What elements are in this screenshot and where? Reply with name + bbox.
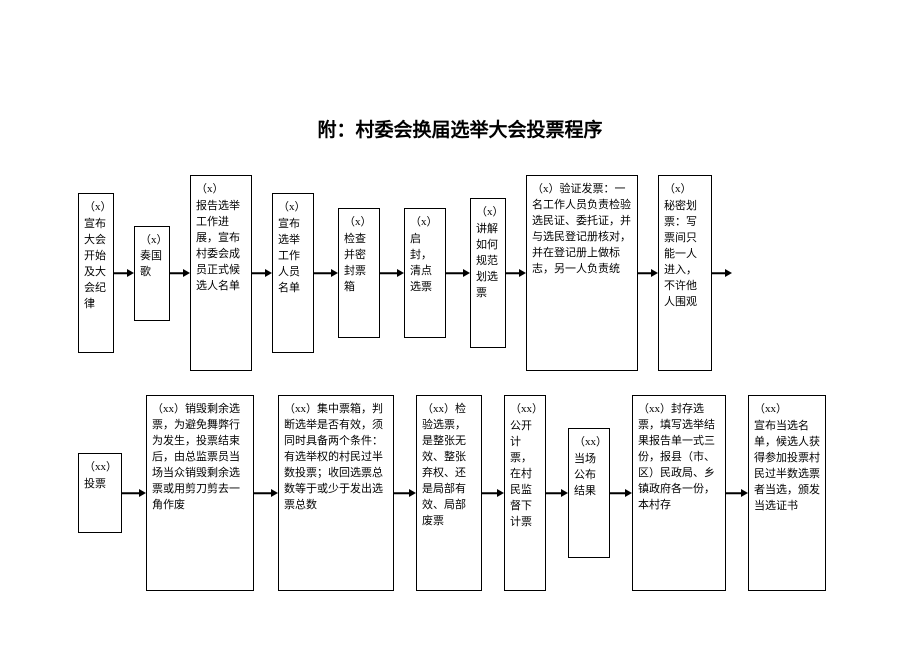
node-15: （xx） 当场公布结果 (568, 428, 610, 558)
node-text: 奏国歌 (140, 249, 164, 281)
node-10: （xx） 投票 (78, 453, 122, 533)
node-4: （x） 宣布选举工作人员名单 (272, 193, 314, 353)
node-text: 启封，清点选票 (410, 232, 440, 296)
arrow (546, 492, 568, 494)
arrow (726, 492, 748, 494)
node-num: （xx） (510, 402, 540, 418)
node-num: （xx） (574, 435, 604, 451)
node-text: 讲解如何规范划选票 (476, 222, 500, 302)
arrow (254, 492, 278, 494)
node-text: 宣布当选名单，候选人获得参加投票村民过半数选票者当选，颁发当选证书 (754, 419, 820, 515)
node-2: （x） 奏国歌 (134, 226, 170, 321)
node-num: （x） (410, 215, 440, 231)
node-text: 报告选举工作进展，宣布村委会成员正式候选人名单 (196, 199, 246, 295)
arrow (114, 272, 134, 274)
node-text: 公开计票，在村民监督下计票 (510, 419, 540, 531)
node-17: （xx） 宣布当选名单，候选人获得参加投票村民过半数选票者当选，颁发当选证书 (748, 395, 826, 591)
arrow (446, 272, 470, 274)
arrow (610, 492, 632, 494)
node-text: 宣布选举工作人员名单 (278, 217, 308, 297)
node-11: （xx）销毁剩余选票，为避免舞弊行为发生，投票结束后，由总监票员当场当众销毁剩余… (146, 395, 254, 591)
node-num: （x） (344, 215, 374, 231)
arrow (506, 272, 526, 274)
arrow (170, 272, 190, 274)
arrow (638, 272, 658, 274)
node-12: （xx）集中票箱，判断选举是否有效，须同时具备两个条件：有选举权的村民过半数投票… (278, 395, 394, 591)
node-num: （xx）检验选票，是整张无效、整张弃权、还是局部有效、局部废票 (422, 402, 476, 530)
node-text: 秘密划票：写票间只能一人进入，不许他人围观 (664, 199, 706, 311)
arrow (380, 272, 404, 274)
node-num: （x） (664, 182, 706, 198)
node-9: （x） 秘密划票：写票间只能一人进入，不许他人围观 (658, 175, 712, 371)
node-6: （x） 启封，清点选票 (404, 208, 446, 338)
node-5: （x） 检查并密封票箱 (338, 208, 380, 338)
arrow (482, 492, 504, 494)
node-text: 当场公布结果 (574, 452, 604, 500)
diagram-title: 附：村委会换届选举大会投票程序 (0, 115, 920, 142)
node-1: （x） 宣布大会开始及大会纪律 (78, 193, 114, 353)
node-3: （x） 报告选举工作进展，宣布村委会成员正式候选人名单 (190, 175, 252, 371)
arrow (252, 272, 272, 274)
node-14: （xx） 公开计票，在村民监督下计票 (504, 395, 546, 591)
flow-row-2: （xx） 投票 （xx）销毁剩余选票，为避免舞弊行为发生，投票结束后，由总监票员… (78, 395, 826, 591)
node-num: （xx）销毁剩余选票，为避免舞弊行为发生，投票结束后，由总监票员当场当众销毁剩余… (152, 402, 248, 514)
node-text: 宣布大会开始及大会纪律 (84, 217, 108, 313)
arrow (122, 492, 146, 494)
node-num: （x） (84, 200, 108, 216)
arrow (394, 492, 416, 494)
arrow-trailing (712, 272, 732, 274)
node-num: （xx） (84, 460, 116, 476)
node-num: （x） (278, 200, 308, 216)
node-num: （x） (476, 205, 500, 221)
node-num: （x） (140, 233, 164, 249)
node-7: （x） 讲解如何规范划选票 (470, 198, 506, 348)
node-13: （xx）检验选票，是整张无效、整张弃权、还是局部有效、局部废票 (416, 395, 482, 591)
node-num: （xx）集中票箱，判断选举是否有效，须同时具备两个条件：有选举权的村民过半数投票… (284, 402, 388, 514)
node-text: 检查并密封票箱 (344, 232, 374, 296)
arrow (314, 272, 338, 274)
node-num: （xx）封存选票，填写选举结果报告单一式三份，报县（市、区）民政局、乡镇政府各一… (638, 402, 720, 514)
flow-row-1: （x） 宣布大会开始及大会纪律 （x） 奏国歌 （x） 报告选举工作进展，宣布村… (78, 175, 732, 371)
node-8: （x）验证发票：一名工作人员负责检验选民证、委托证，并与选民登记册核对，并在登记… (526, 175, 638, 371)
node-text: 投票 (84, 477, 116, 493)
node-num: （x）验证发票：一名工作人员负责检验选民证、委托证，并与选民登记册核对，并在登记… (532, 182, 632, 278)
node-num: （x） (196, 182, 246, 198)
node-16: （xx）封存选票，填写选举结果报告单一式三份，报县（市、区）民政局、乡镇政府各一… (632, 395, 726, 591)
node-num: （xx） (754, 402, 820, 418)
